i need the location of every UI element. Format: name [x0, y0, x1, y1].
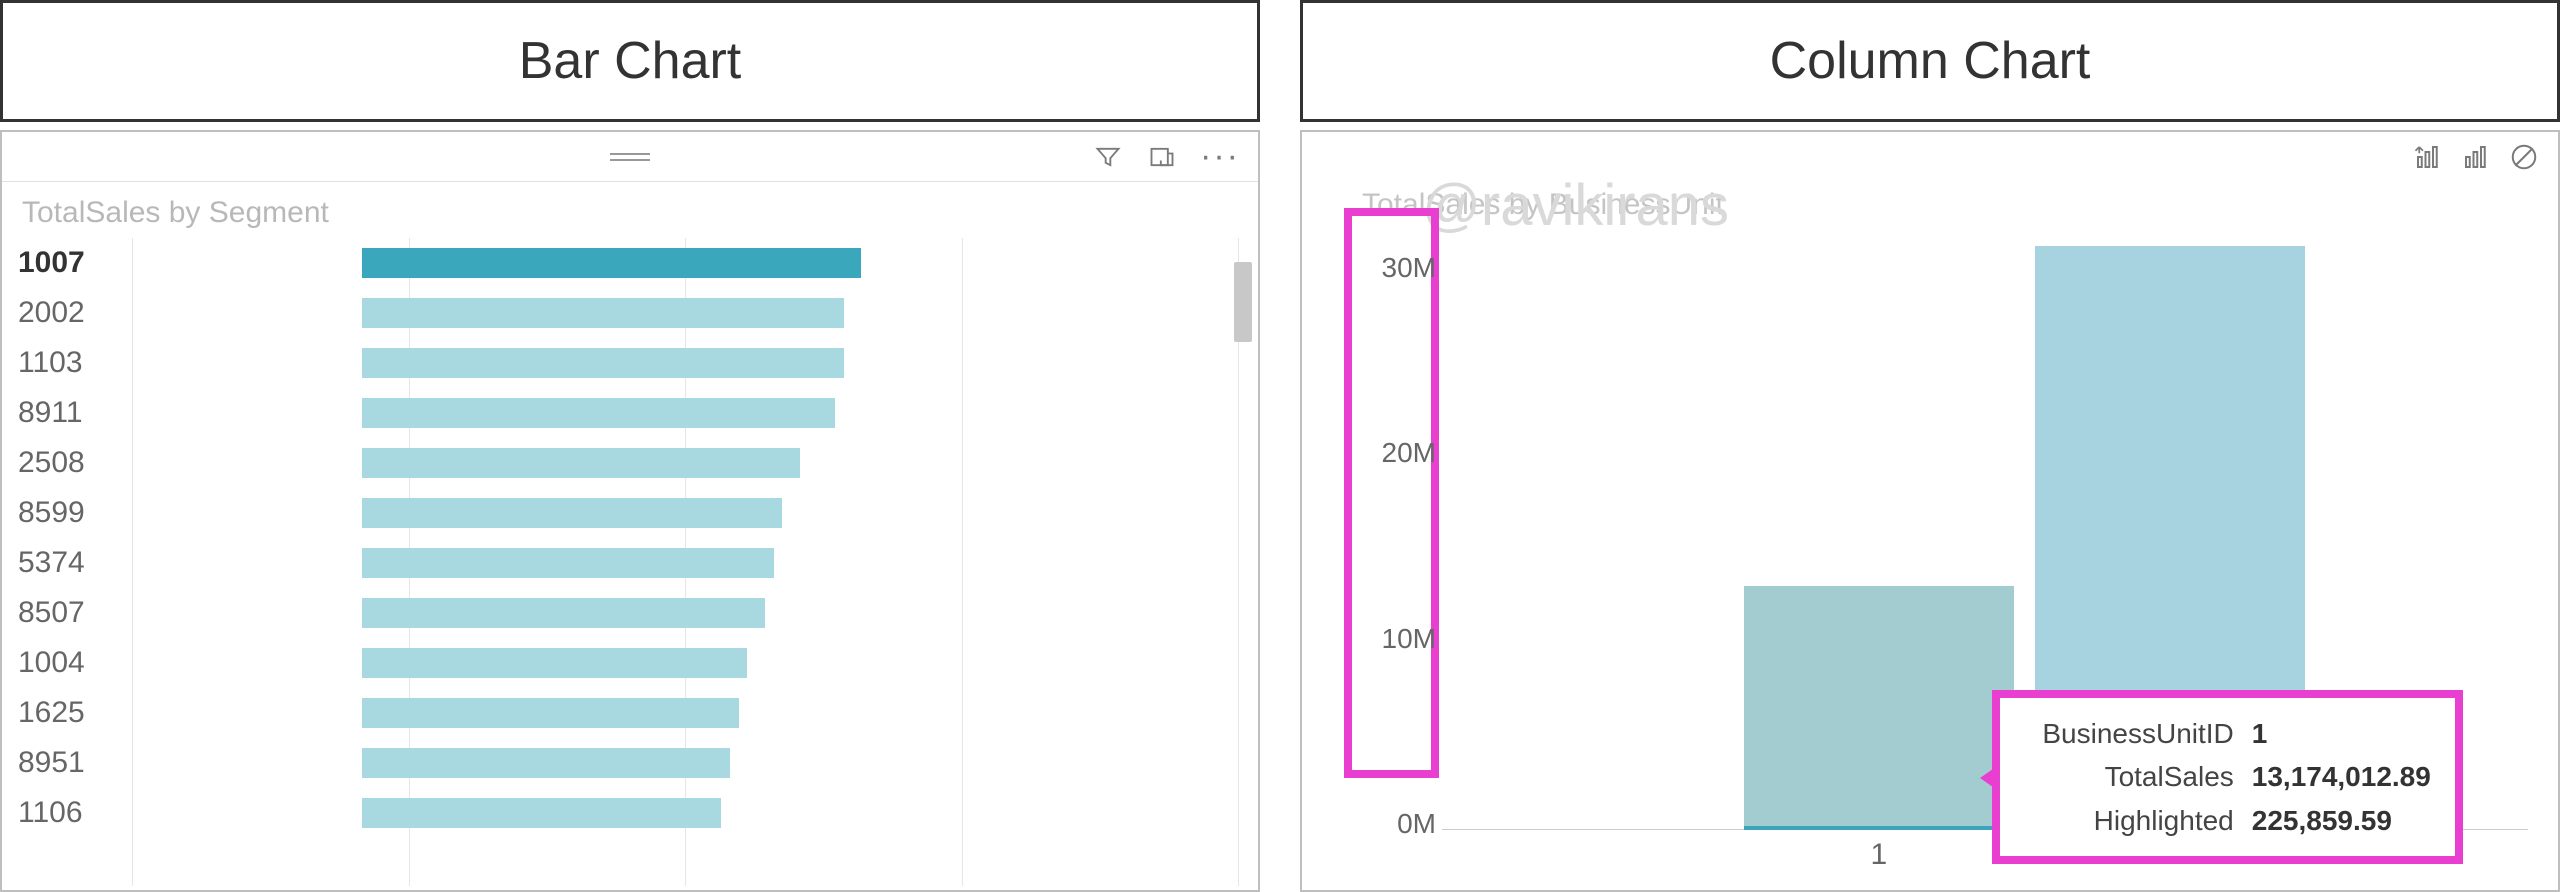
drill-down-icon[interactable]	[2460, 141, 2492, 173]
bar-label: 8951	[18, 746, 122, 780]
column-bar-highlight	[1744, 826, 2014, 830]
y-axis-tick-label: 20M	[1366, 437, 1436, 469]
bar-fill[interactable]	[362, 398, 835, 428]
bar-fill[interactable]	[362, 298, 844, 328]
drill-up-icon[interactable]	[2412, 141, 2444, 173]
tooltip-value: 1	[2252, 712, 2268, 755]
bar-label: 8911	[18, 396, 122, 430]
bar-chart-toolbar: ···	[2, 132, 1258, 182]
bar-fill[interactable]	[362, 448, 800, 478]
bar-row[interactable]: 8911	[132, 388, 1238, 438]
tooltip-key: TotalSales	[2024, 755, 2234, 798]
bar-row[interactable]: 8599	[132, 488, 1238, 538]
tooltip-value: 13,174,012.89	[2252, 755, 2431, 798]
bar-fill[interactable]	[362, 498, 782, 528]
bar-row[interactable]: 1625	[132, 688, 1238, 738]
bar-row[interactable]: 2002	[132, 288, 1238, 338]
bar-label: 1007	[18, 246, 122, 280]
scroll-thumb[interactable]	[1234, 262, 1252, 342]
tooltip-pointer-icon	[1980, 764, 2000, 792]
bar-row[interactable]: 1007	[132, 238, 1238, 288]
bar-row[interactable]: 1106	[132, 788, 1238, 838]
bar-fill[interactable]	[362, 598, 765, 628]
bar-fill[interactable]	[362, 248, 861, 278]
tooltip-box: BusinessUnitID1TotalSales13,174,012.89Hi…	[1992, 690, 2463, 864]
bar-label: 2002	[18, 296, 122, 330]
disable-icon[interactable]	[2508, 141, 2540, 173]
tooltip-row: Highlighted 225,859.59	[2024, 799, 2431, 842]
bar-row[interactable]: 5374	[132, 538, 1238, 588]
bar-fill[interactable]	[362, 748, 730, 778]
tooltip-row: TotalSales 13,174,012.89	[2024, 755, 2431, 798]
bar-label: 5374	[18, 546, 122, 580]
bar-row[interactable]: 8951	[132, 738, 1238, 788]
column-x-label: 1	[1744, 838, 2014, 872]
y-axis-tick-label: 10M	[1366, 623, 1436, 655]
bar-chart-subtitle: TotalSales by Segment	[2, 182, 1258, 238]
tooltip-key: BusinessUnitID	[2024, 712, 2234, 755]
bar-fill[interactable]	[362, 798, 721, 828]
bar-label: 2508	[18, 446, 122, 480]
y-axis-highlight-box	[1344, 208, 1439, 778]
bar-fill[interactable]	[362, 348, 844, 378]
bar-chart-title-box: Bar Chart	[0, 0, 1260, 122]
bar-label: 1103	[18, 346, 122, 380]
bar-row[interactable]: 1004	[132, 638, 1238, 688]
tooltip-value: 225,859.59	[2252, 799, 2392, 842]
tooltip-key: Highlighted	[2024, 799, 2234, 842]
column-bar[interactable]	[1744, 586, 2014, 830]
column-chart-title-box: Column Chart	[1300, 0, 2560, 122]
bar-chart-plot-area: 1007200211038911250885995374850710041625…	[2, 238, 1258, 886]
bar-label: 8507	[18, 596, 122, 630]
focus-mode-icon[interactable]	[1146, 141, 1178, 173]
bar-chart-visual[interactable]: ··· TotalSales by Segment 10072002110389…	[0, 130, 1260, 892]
filter-icon[interactable]	[1092, 141, 1124, 173]
tooltip-row: BusinessUnitID 1	[2024, 712, 2431, 755]
bar-row[interactable]: 1103	[132, 338, 1238, 388]
bar-label: 1625	[18, 696, 122, 730]
bar-fill[interactable]	[362, 648, 747, 678]
y-axis-tick-label: 0M	[1366, 808, 1436, 840]
bar-chart-panel: Bar Chart ··· TotalSales by Segment 1007…	[0, 0, 1260, 892]
bar-fill[interactable]	[362, 698, 739, 728]
bar-row[interactable]: 2508	[132, 438, 1238, 488]
bar-label: 1106	[18, 796, 122, 830]
column-chart-visual[interactable]: TotalSales by BusinessUnit @ravikirans 3…	[1300, 130, 2560, 892]
bar-row[interactable]: 8507	[132, 588, 1238, 638]
column-chart-panel: Column Chart TotalSales by BusinessUnit …	[1300, 0, 2560, 892]
column-chart-toolbar	[1302, 132, 2558, 182]
drag-handle-icon[interactable]	[610, 153, 650, 161]
more-options-icon[interactable]: ···	[1200, 150, 1240, 164]
bar-chart-rows: 1007200211038911250885995374850710041625…	[132, 238, 1238, 838]
column-chart-title: Column Chart	[1770, 31, 2091, 91]
column-chart-subtitle: TotalSales by BusinessUnit	[1302, 182, 2558, 222]
bar-fill[interactable]	[362, 548, 774, 578]
bar-chart-title: Bar Chart	[519, 31, 742, 91]
bar-label: 1004	[18, 646, 122, 680]
bar-label: 8599	[18, 496, 122, 530]
bar-chart-scrollbar[interactable]	[1234, 262, 1252, 880]
y-axis-tick-label: 30M	[1366, 252, 1436, 284]
